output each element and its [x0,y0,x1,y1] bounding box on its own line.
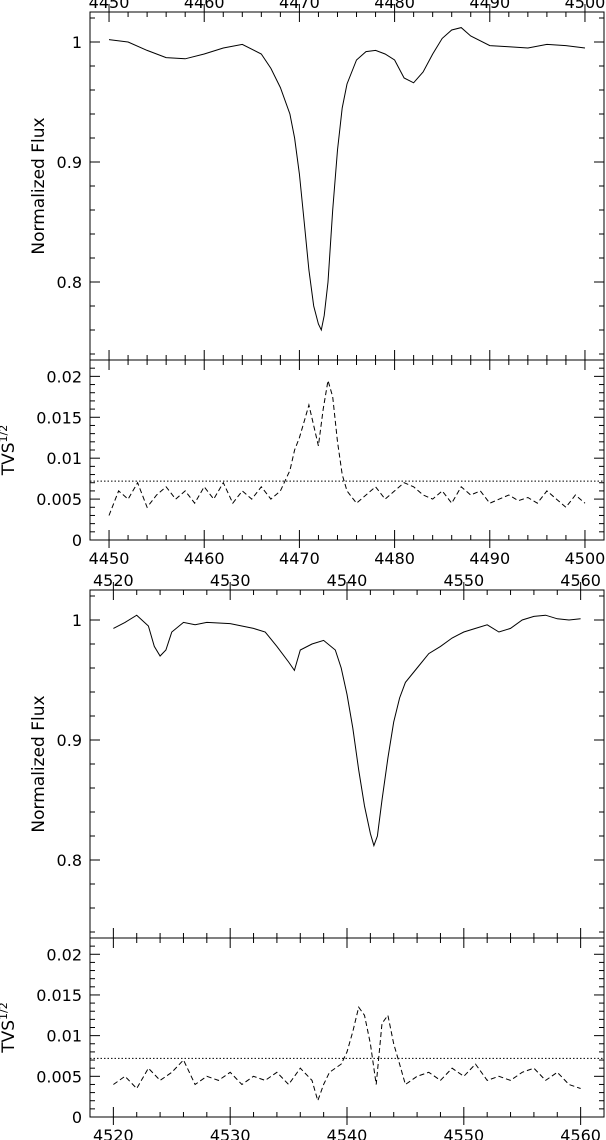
flux-series-line [108,27,586,332]
x-tick-label: 4470 [279,549,320,568]
x-tick-label: 4550 [443,1126,484,1140]
x-tick-label: 4560 [560,1126,601,1140]
flux-series-line [113,614,581,848]
y-tick-label: 0.005 [36,1067,82,1086]
y-axis-title: Normalized Flux [29,695,49,832]
y-tick-label: 1 [72,611,82,630]
flux-panel-top: 4450 4460 4470 4480 4490 4500 0.8 0.9 1 Normalize… [29,0,606,361]
y-tick-label: 0.9 [57,153,82,172]
x-tick-label: 4520 [93,571,134,590]
y-tick-label: 0.9 [57,731,82,750]
y-tick-label: 0.8 [57,851,82,870]
tvs-panel-top: 4450 4460 4470 4480 4490 4500 0 0.005 0.01 0.015 0… [0,359,606,568]
x-tick-label: 4450 [89,549,130,568]
x-tick-label: 4480 [374,0,415,12]
y-tick-label: 0.015 [36,986,82,1005]
y-tick-label: 0.015 [36,408,82,427]
y-tick-label: 1 [72,33,82,52]
x-tick-label: 4480 [374,549,415,568]
x-tick-label: 4460 [184,549,225,568]
x-tick-label: 4460 [184,0,225,12]
y-tick-label: 0.02 [46,945,82,964]
x-tick-label: 4540 [327,571,368,590]
x-tick-label: 4450 [89,0,130,12]
x-tick-label: 4540 [327,1126,368,1140]
x-tick-label: 4530 [210,571,251,590]
y-tick-label: 0.02 [46,367,82,386]
tvs-series-line [108,380,586,516]
tvs-series-line [113,1006,581,1103]
flux-top-frame [89,11,605,361]
tvs-top-frame [89,359,605,541]
x-tick-label: 4470 [279,0,320,12]
y-tick-label: 0.8 [57,273,82,292]
y-tick-label: 0.01 [46,449,82,468]
x-tick-label: 4530 [210,1126,251,1140]
tvs-panel-bottom: 4520 4530 4540 4550 4560 0 0.005 0.01 0.015 0.02 T… [0,937,605,1140]
x-tick-label: 4500 [565,0,606,12]
y-tick-label: 0.005 [36,490,82,509]
y-tick-label: 0.01 [46,1027,82,1046]
y-axis-title-superscript: 1/2 [0,425,10,443]
flux-bottom-frame [89,589,605,939]
x-tick-label: 4490 [469,549,510,568]
x-tick-label: 4560 [560,571,601,590]
y-axis-title: TVS1/2 [0,1002,19,1054]
y-axis-title-superscript: 1/2 [0,1002,10,1020]
x-tick-label: 4490 [469,0,510,12]
y-tick-label: 0 [72,1108,82,1127]
flux-panel-bottom: 4520 4530 4540 4550 4560 0.8 0.9 1 Normalized Fl… [29,571,605,939]
y-axis-title: TVS1/2 [0,425,19,477]
tvs-bottom-frame [89,937,605,1118]
y-axis-title: Normalized Flux [29,117,49,254]
x-tick-label: 4500 [565,549,606,568]
y-tick-label: 0 [72,531,82,550]
x-tick-label: 4520 [93,1126,134,1140]
x-tick-label: 4550 [443,571,484,590]
